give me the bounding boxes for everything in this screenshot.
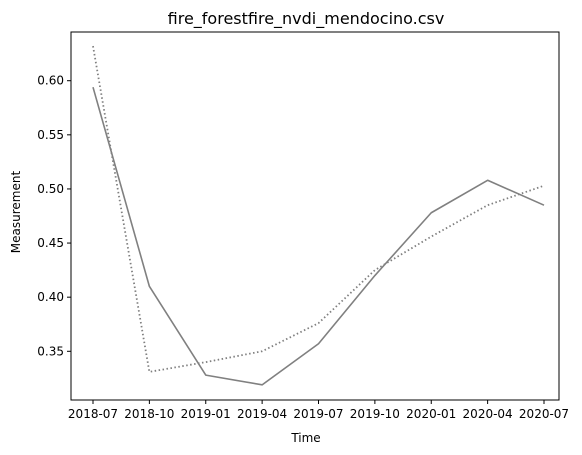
plot-frame	[70, 31, 560, 401]
x-tick-label: 2020-07	[519, 407, 569, 421]
x-tick-label: 2019-10	[350, 407, 400, 421]
x-tick-label: 2018-07	[68, 407, 118, 421]
x-tick-label: 2019-04	[237, 407, 287, 421]
y-tick-label: 0.60	[37, 74, 64, 88]
y-tick-label: 0.55	[37, 128, 64, 142]
x-axis-label: Time	[290, 431, 320, 445]
chart-title: fire_forestfire_nvdi_mendocino.csv	[168, 9, 445, 29]
x-tick-label: 2018-10	[124, 407, 174, 421]
series-line-dotted	[92, 45, 545, 373]
x-tick-label: 2020-01	[406, 407, 456, 421]
x-tick-label: 2019-01	[181, 407, 231, 421]
y-tick-label: 0.35	[37, 344, 64, 358]
y-tick-label: 0.40	[37, 290, 64, 304]
y-tick-label: 0.45	[37, 236, 64, 250]
series-line-solid	[92, 86, 545, 386]
y-axis-label: Measurement	[9, 171, 23, 254]
y-tick-label: 0.50	[37, 182, 64, 196]
x-tick-label: 2020-04	[463, 407, 513, 421]
x-tick-label: 2019-07	[293, 407, 343, 421]
